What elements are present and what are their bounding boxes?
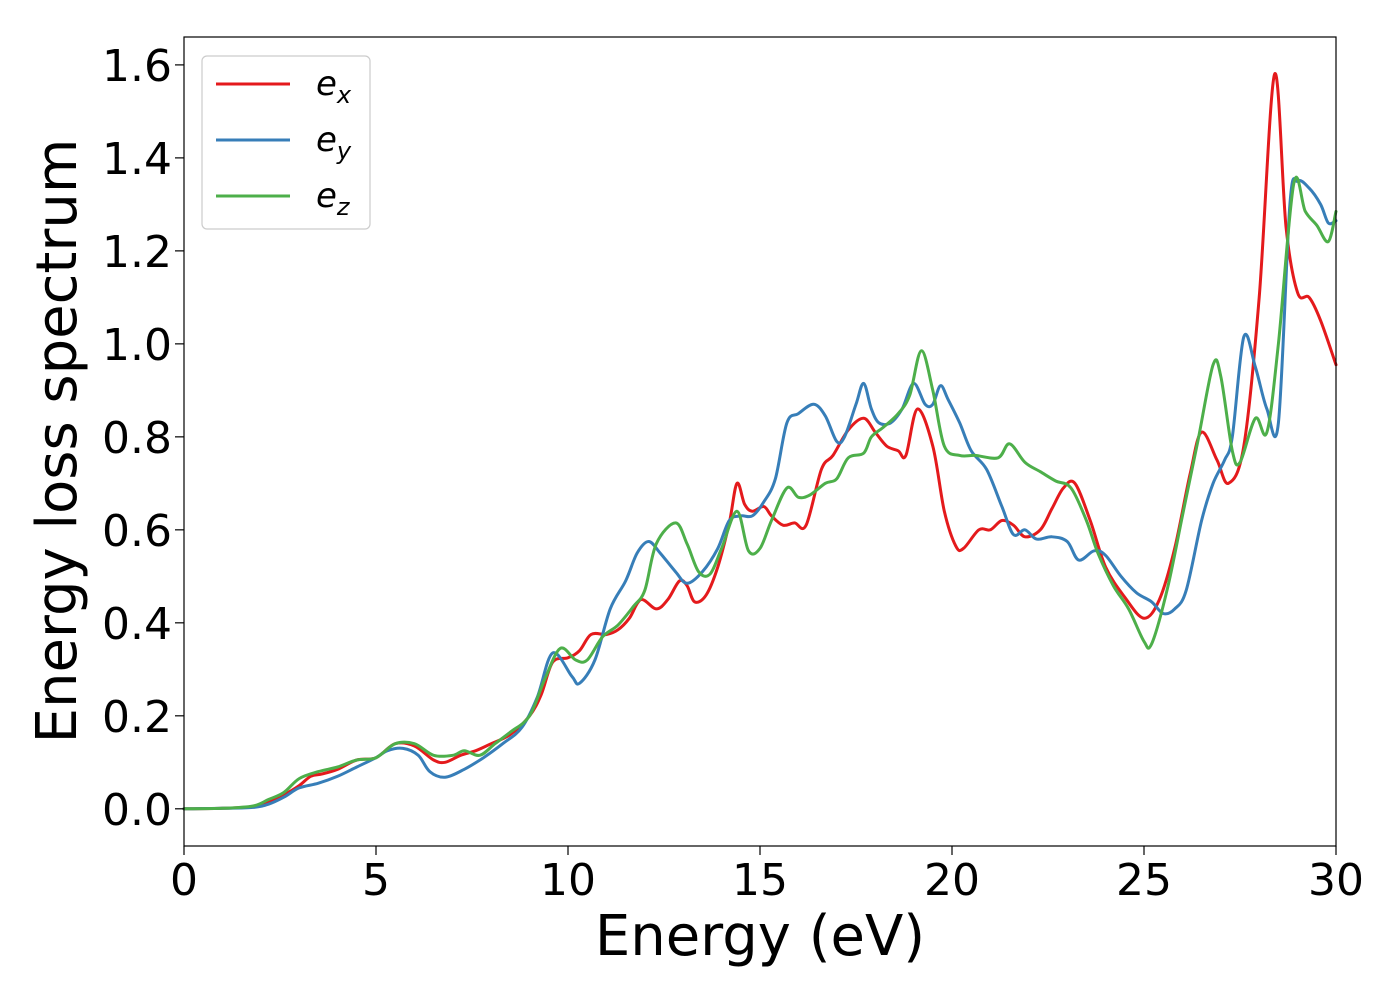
series-line-ey [182, 177, 1338, 811]
y-tick-label: 0.2 [102, 692, 172, 743]
x-tick-label: 20 [924, 855, 980, 906]
y-tick-label: 0.4 [102, 599, 172, 650]
x-tick-label: 0 [170, 855, 198, 906]
ticks-layer: 0 5 10 15 20 25 30 0.0 0.2 0.4 0.6 0.8 1.0 1.2 1.4 1.6 [102, 41, 1364, 906]
y-tick-label: 0.6 [102, 506, 172, 557]
y-tick-label: 1.6 [102, 41, 172, 92]
x-axis-label: Energy (eV) [595, 904, 925, 969]
x-tick-label: 5 [362, 855, 390, 906]
series-line-ez [182, 175, 1338, 811]
x-tick-label: 15 [732, 855, 788, 906]
x-tick-label: 10 [540, 855, 596, 906]
x-tick-label: 25 [1116, 855, 1172, 906]
y-tick-label: 0.0 [102, 785, 172, 836]
series-layer [182, 72, 1338, 811]
series-line-ex [182, 72, 1338, 811]
y-tick-label: 1.2 [102, 227, 172, 278]
legend-frame [201, 55, 371, 230]
y-tick-label: 1.4 [102, 134, 172, 185]
legend-label-ex: ex [316, 64, 352, 109]
y-axis-label: Energy loss spectrum [25, 139, 90, 744]
y-tick-label: 0.8 [102, 413, 172, 464]
x-tick-label: 30 [1308, 855, 1364, 906]
y-tick-label: 1.0 [102, 320, 172, 371]
plot-area [184, 37, 1336, 846]
